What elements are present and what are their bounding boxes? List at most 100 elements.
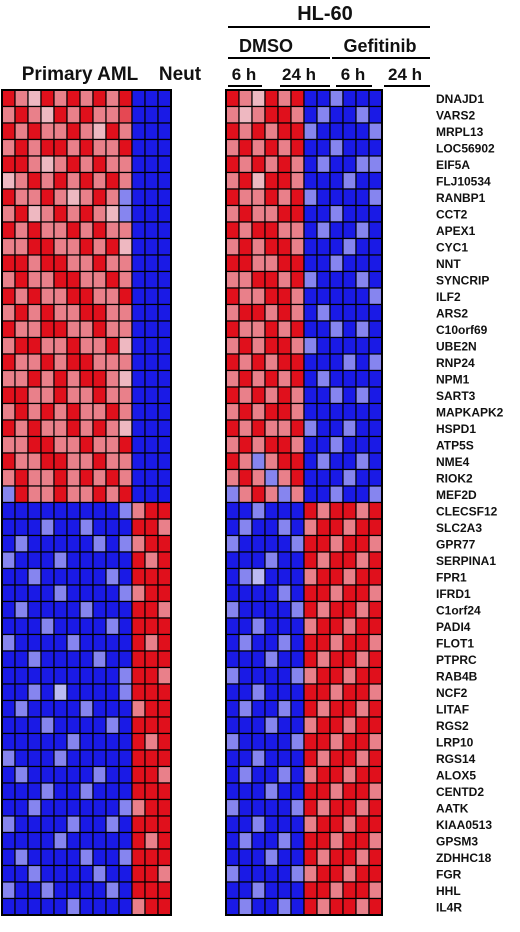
right-cell-r5-c6: [303, 171, 318, 190]
left-cell-r14-c12: [157, 320, 172, 339]
right-cell-r39-c9: [342, 732, 357, 751]
left-cell-r36-c6: [79, 683, 94, 702]
right-cell-r35-c8: [329, 666, 344, 685]
right-cell-r4-c6: [303, 155, 318, 174]
right-cell-r32-c0: [225, 617, 240, 636]
right-cell-r21-c2: [251, 435, 266, 454]
left-cell-r17-c11: [144, 369, 159, 388]
right-cell-r23-c7: [316, 468, 331, 487]
left-cell-r25-c6: [79, 501, 94, 520]
right-cell-r35-c7: [316, 666, 331, 685]
left-cell-r21-c0: [1, 435, 16, 454]
gene-label-centd2: CENTD2: [436, 785, 484, 799]
right-cell-r0-c9: [342, 89, 357, 108]
left-cell-r21-c10: [131, 435, 146, 454]
left-cell-r13-c3: [40, 303, 55, 322]
left-cell-r15-c2: [27, 336, 42, 355]
right-cell-r25-c1: [238, 501, 253, 520]
right-cell-r39-c3: [264, 732, 279, 751]
left-cell-r32-c7: [92, 617, 107, 636]
left-frame: [1, 89, 172, 916]
right-cell-r26-c6: [303, 518, 318, 537]
right-cell-r13-c1: [238, 303, 253, 322]
left-cell-r7-c5: [66, 204, 81, 223]
left-cell-r34-c11: [144, 650, 159, 669]
right-cell-r34-c11: [368, 650, 383, 669]
right-cell-r6-c10: [355, 188, 370, 207]
right-cell-r43-c11: [368, 798, 383, 817]
left-cell-r15-c0: [1, 336, 16, 355]
right-cell-r27-c2: [251, 534, 266, 553]
right-cell-r27-c10: [355, 534, 370, 553]
right-cell-r12-c4: [277, 287, 292, 306]
left-cell-r26-c0: [1, 518, 16, 537]
left-cell-r49-c3: [40, 897, 55, 916]
right-cell-r38-c5: [290, 716, 305, 735]
right-cell-r18-c4: [277, 386, 292, 405]
left-cell-r31-c6: [79, 600, 94, 619]
right-cell-r24-c9: [342, 485, 357, 504]
gene-label-loc56902: LOC56902: [436, 141, 495, 155]
right-cell-r11-c3: [264, 270, 279, 289]
left-cell-r1-c12: [157, 105, 172, 124]
left-cell-r43-c8: [105, 798, 120, 817]
right-cell-r31-c4: [277, 600, 292, 619]
right-cell-r23-c5: [290, 468, 305, 487]
left-cell-r21-c7: [92, 435, 107, 454]
left-cell-r44-c11: [144, 815, 159, 834]
right-cell-r23-c1: [238, 468, 253, 487]
right-cell-r42-c3: [264, 782, 279, 801]
left-cell-r14-c11: [144, 320, 159, 339]
right-cell-r47-c9: [342, 864, 357, 883]
right-cell-r43-c4: [277, 798, 292, 817]
left-cell-r33-c10: [131, 633, 146, 652]
right-cell-r25-c11: [368, 501, 383, 520]
right-cell-r14-c1: [238, 320, 253, 339]
left-cell-r16-c4: [53, 353, 68, 372]
right-cell-r26-c8: [329, 518, 344, 537]
right-cell-r10-c7: [316, 254, 331, 273]
left-cell-r12-c11: [144, 287, 159, 306]
right-cell-r21-c8: [329, 435, 344, 454]
gene-label-nme4: NME4: [436, 455, 470, 469]
right-cell-r46-c2: [251, 848, 266, 867]
right-cell-r29-c7: [316, 567, 331, 586]
left-cell-r40-c12: [157, 749, 172, 768]
left-cell-r30-c11: [144, 584, 159, 603]
right-cell-r6-c3: [264, 188, 279, 207]
left-cell-r33-c7: [92, 633, 107, 652]
left-cell-r26-c10: [131, 518, 146, 537]
right-cell-r49-c10: [355, 897, 370, 916]
left-cell-r37-c1: [14, 699, 29, 718]
left-cell-r21-c2: [27, 435, 42, 454]
right-cell-r8-c7: [316, 221, 331, 240]
left-cell-r6-c5: [66, 188, 81, 207]
right-cell-r35-c1: [238, 666, 253, 685]
left-cell-r16-c9: [118, 353, 133, 372]
left-cell-r41-c3: [40, 765, 55, 784]
right-cell-r33-c5: [290, 633, 305, 652]
left-cell-r38-c5: [66, 716, 81, 735]
left-cell-r45-c2: [27, 831, 42, 850]
right-cell-r43-c7: [316, 798, 331, 817]
left-cell-r6-c11: [144, 188, 159, 207]
left-cell-r44-c6: [79, 815, 94, 834]
left-cell-r27-c12: [157, 534, 172, 553]
left-cell-r17-c8: [105, 369, 120, 388]
right-cell-r37-c4: [277, 699, 292, 718]
left-cell-r16-c0: [1, 353, 16, 372]
right-cell-r39-c8: [329, 732, 344, 751]
left-cell-r26-c4: [53, 518, 68, 537]
right-cell-r1-c6: [303, 105, 318, 124]
right-cell-r11-c8: [329, 270, 344, 289]
left-cell-r49-c10: [131, 897, 146, 916]
left-cell-r14-c7: [92, 320, 107, 339]
right-cell-r6-c4: [277, 188, 292, 207]
right-cell-r0-c3: [264, 89, 279, 108]
left-cell-r11-c1: [14, 270, 29, 289]
right-cell-r2-c2: [251, 122, 266, 141]
left-cell-r0-c3: [40, 89, 55, 108]
right-cell-r3-c6: [303, 138, 318, 157]
left-cell-r20-c8: [105, 419, 120, 438]
right-cell-r22-c4: [277, 452, 292, 471]
